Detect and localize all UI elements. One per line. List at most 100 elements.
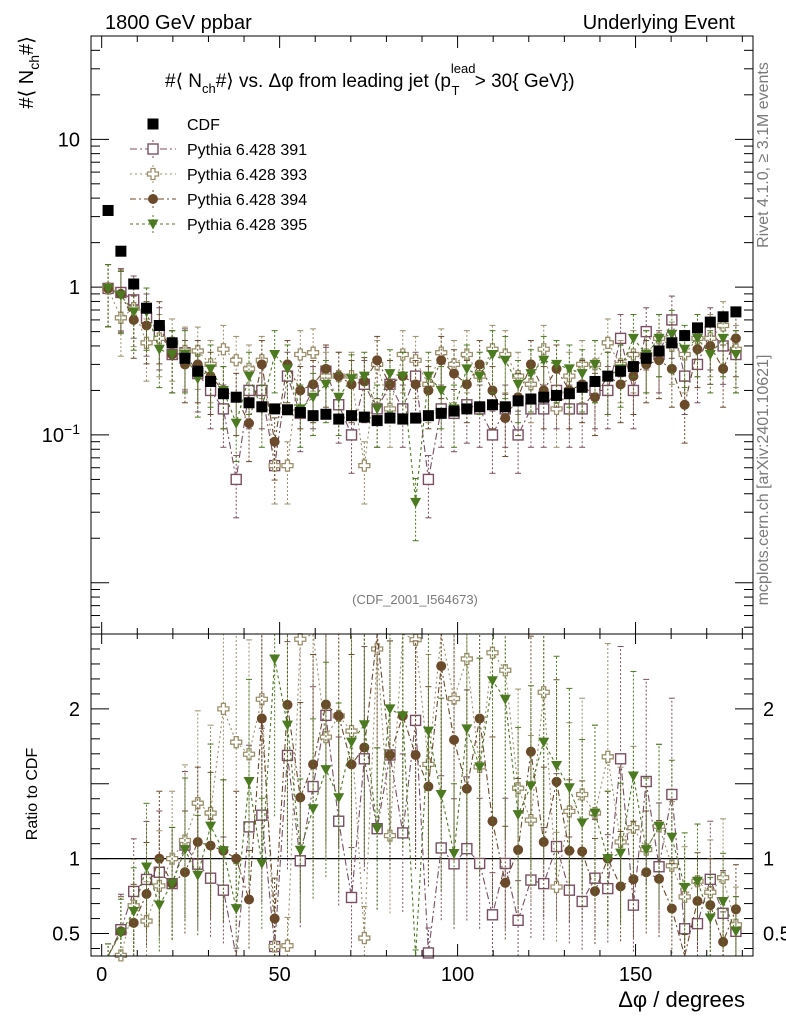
- ratio-point: [551, 761, 563, 772]
- data-point: [500, 413, 511, 424]
- data-point: [244, 418, 255, 429]
- ratio-point: [435, 842, 447, 854]
- ratio-series-line: [107, 633, 737, 957]
- ratio-point: [718, 936, 729, 947]
- data-point: [551, 359, 563, 370]
- legend-marker: [147, 118, 159, 130]
- data-point: [601, 336, 614, 349]
- ratio-point: [205, 840, 216, 851]
- ratio-point: [256, 713, 267, 724]
- ratio-point: [602, 854, 614, 865]
- data-point: [447, 358, 461, 371]
- ratio-point: [294, 845, 306, 856]
- ratio-point: [525, 781, 537, 792]
- ratio-point: [486, 646, 499, 659]
- data-point: [653, 345, 665, 357]
- legend-marker: [148, 194, 158, 204]
- data-point: [486, 350, 498, 361]
- ratio-point: [256, 858, 268, 869]
- ratio-point: [243, 776, 255, 787]
- data-point: [461, 403, 473, 415]
- data-point: [730, 350, 742, 361]
- ratio-point: [345, 891, 358, 904]
- data-point: [524, 378, 538, 391]
- y-tick-label: 10−1: [42, 421, 80, 447]
- data-point: [474, 371, 486, 382]
- data-point: [627, 333, 639, 344]
- y-label-sub: ch: [26, 55, 42, 70]
- ratio-tick-label-right: 0.5: [763, 924, 786, 946]
- ratio-point: [499, 694, 511, 705]
- data-point: [269, 436, 280, 447]
- ratio-point: [435, 789, 447, 800]
- data-point: [551, 389, 563, 401]
- ratio-point: [295, 792, 306, 803]
- legend-item: CDF: [147, 117, 220, 134]
- data-point: [448, 405, 460, 417]
- data-point: [128, 314, 139, 325]
- ratio-series-line: [108, 633, 737, 957]
- ratio-point: [153, 900, 165, 911]
- data-point: [525, 393, 537, 405]
- ratio-point: [294, 633, 307, 646]
- data-point: [704, 350, 716, 361]
- data-point: [614, 332, 627, 345]
- data-point: [371, 415, 383, 427]
- data-point: [486, 429, 499, 441]
- title-sub-t: T: [451, 83, 459, 98]
- ratio-point: [577, 846, 588, 857]
- data-point: [589, 375, 601, 387]
- data-point: [691, 322, 703, 334]
- ratio-point: [449, 734, 460, 745]
- ratio-point: [358, 931, 371, 945]
- data-point: [256, 359, 267, 370]
- data-point: [397, 371, 409, 382]
- data-point: [422, 473, 435, 486]
- data-point: [217, 343, 230, 356]
- ratio-point: [217, 702, 230, 716]
- ratio-tick-label-right: 2: [763, 699, 774, 721]
- y-label-post: #⟩: [16, 36, 38, 55]
- data-point: [192, 365, 204, 377]
- legend-label: CDF: [187, 117, 220, 134]
- y-tick-label: 10: [58, 129, 80, 151]
- ratio-point: [461, 724, 473, 735]
- ratio-point: [333, 793, 345, 804]
- data-point: [128, 278, 140, 290]
- ratio-point: [679, 882, 691, 893]
- data-point: [243, 397, 255, 409]
- title-sub-ch: ch: [202, 81, 216, 96]
- ratio-point: [460, 652, 473, 666]
- data-point: [345, 429, 358, 441]
- ratio-point: [705, 900, 716, 911]
- data-point: [576, 381, 588, 393]
- data-point: [692, 344, 703, 355]
- legend-item: Pythia 6.428 395: [130, 215, 307, 234]
- y-label-pre: #⟨ N: [16, 70, 38, 109]
- data-point: [358, 411, 370, 423]
- data-point: [320, 408, 332, 420]
- ratio-point: [691, 876, 703, 887]
- data-point: [320, 379, 332, 390]
- main-plot: 0 50 100 150 10−1 1 10 0.5 0.5 1 1 2 2: [42, 35, 786, 986]
- data-point: [191, 344, 204, 358]
- series-pythia-393: [101, 264, 743, 505]
- ratio-point: [704, 886, 717, 899]
- ratio-point: [358, 720, 370, 731]
- data-point: [307, 392, 319, 403]
- ratio-point: [422, 726, 434, 737]
- data-point: [307, 410, 319, 422]
- ratio-point: [115, 928, 127, 939]
- data-point: [705, 340, 716, 351]
- ratio-point: [730, 926, 742, 937]
- data-point: [294, 348, 307, 361]
- data-point: [666, 337, 678, 349]
- data-point: [422, 410, 434, 422]
- data-point: [102, 283, 114, 294]
- data-point: [679, 399, 690, 410]
- ratio-point: [397, 711, 409, 722]
- data-point: [384, 412, 396, 424]
- data-point: [294, 406, 306, 418]
- ratio-point: [244, 894, 255, 905]
- ratio-point: [640, 775, 652, 788]
